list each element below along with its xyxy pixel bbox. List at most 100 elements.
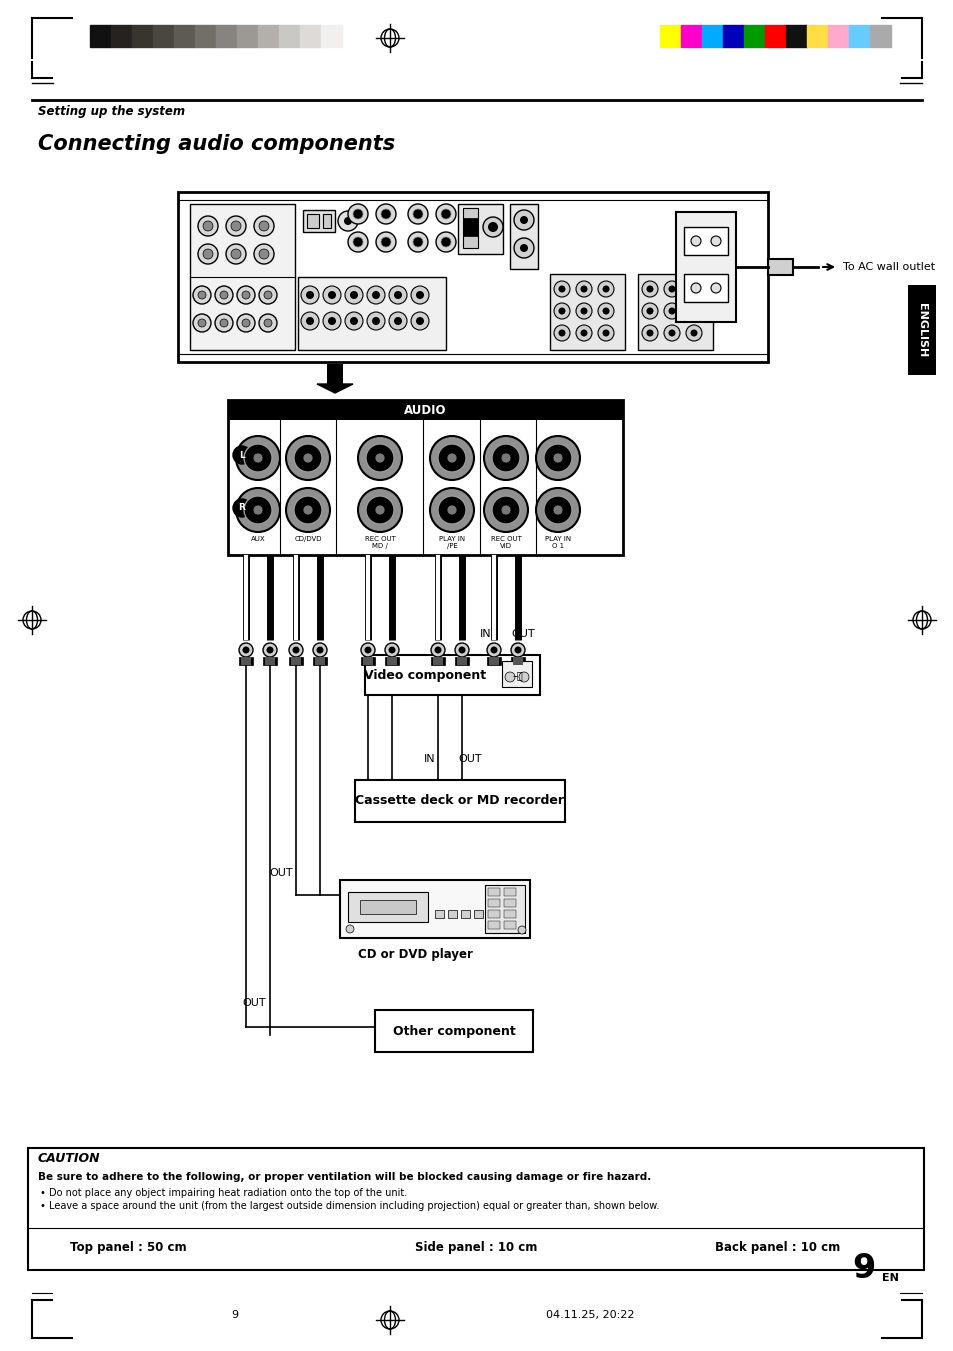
Circle shape: [258, 286, 276, 304]
Circle shape: [294, 444, 322, 471]
Circle shape: [492, 496, 519, 524]
Bar: [511, 657, 524, 665]
Circle shape: [220, 319, 228, 327]
Circle shape: [504, 671, 515, 682]
Circle shape: [233, 499, 251, 517]
Circle shape: [235, 488, 280, 532]
Bar: [764, 26, 785, 47]
Bar: [488, 921, 499, 929]
Circle shape: [646, 308, 653, 315]
Circle shape: [437, 496, 465, 524]
Bar: [513, 657, 522, 665]
Bar: [303, 209, 335, 232]
Circle shape: [306, 290, 314, 299]
Circle shape: [266, 647, 274, 654]
Circle shape: [328, 290, 335, 299]
Text: 04.11.25, 20:22: 04.11.25, 20:22: [545, 1310, 634, 1320]
Bar: [278, 26, 299, 47]
Circle shape: [416, 290, 423, 299]
Bar: [501, 661, 532, 688]
Circle shape: [344, 218, 352, 226]
Circle shape: [226, 216, 246, 236]
Bar: [462, 208, 477, 249]
Circle shape: [353, 209, 363, 219]
Circle shape: [286, 488, 330, 532]
Circle shape: [253, 216, 274, 236]
Circle shape: [263, 643, 276, 657]
Text: ENGLISH: ENGLISH: [916, 303, 926, 357]
Circle shape: [323, 312, 340, 330]
Bar: [503, 888, 516, 896]
Bar: [178, 192, 767, 362]
Text: AUDIO: AUDIO: [404, 404, 446, 416]
Circle shape: [413, 236, 422, 247]
Circle shape: [517, 925, 525, 934]
Text: PLAY IN
O 1: PLAY IN O 1: [544, 536, 571, 549]
Circle shape: [193, 286, 211, 304]
Circle shape: [345, 312, 363, 330]
Circle shape: [203, 222, 213, 231]
Circle shape: [348, 232, 368, 253]
Circle shape: [447, 505, 456, 515]
Bar: [228, 400, 622, 555]
Circle shape: [492, 444, 519, 471]
Bar: [848, 26, 869, 47]
Circle shape: [316, 647, 323, 654]
Bar: [28, 1148, 923, 1270]
Circle shape: [598, 326, 614, 340]
Bar: [132, 26, 152, 47]
Bar: [307, 213, 318, 228]
Bar: [297, 277, 446, 350]
Circle shape: [242, 290, 250, 299]
Circle shape: [375, 505, 385, 515]
Circle shape: [447, 453, 456, 463]
Circle shape: [690, 308, 697, 315]
Bar: [638, 274, 712, 350]
Bar: [683, 274, 727, 303]
Circle shape: [303, 453, 313, 463]
Bar: [683, 227, 727, 255]
Text: IN: IN: [479, 630, 492, 639]
Text: • Do not place any object impairing heat radiation onto the top of the unit.: • Do not place any object impairing heat…: [40, 1188, 407, 1198]
Bar: [314, 657, 325, 665]
Bar: [827, 26, 848, 47]
Circle shape: [394, 317, 401, 326]
Circle shape: [440, 209, 451, 219]
Text: • Leave a space around the unit (from the largest outside dimension including pr: • Leave a space around the unit (from th…: [40, 1201, 659, 1210]
Circle shape: [690, 282, 700, 293]
Bar: [474, 911, 482, 917]
Text: OUT: OUT: [242, 998, 266, 1008]
Circle shape: [663, 303, 679, 319]
Circle shape: [483, 436, 527, 480]
Circle shape: [536, 436, 579, 480]
Circle shape: [231, 249, 241, 259]
Circle shape: [430, 436, 474, 480]
Circle shape: [436, 232, 456, 253]
Circle shape: [239, 643, 253, 657]
Text: To AC wall outlet: To AC wall outlet: [842, 262, 934, 272]
Circle shape: [663, 281, 679, 297]
Text: R: R: [238, 504, 245, 512]
Bar: [456, 657, 467, 665]
Circle shape: [198, 245, 218, 263]
Bar: [313, 657, 327, 665]
Circle shape: [408, 232, 428, 253]
Bar: [90, 26, 111, 47]
Circle shape: [455, 643, 469, 657]
Circle shape: [264, 290, 272, 299]
Circle shape: [253, 505, 263, 515]
Circle shape: [411, 312, 429, 330]
Circle shape: [668, 330, 675, 336]
Circle shape: [242, 647, 250, 654]
Circle shape: [579, 330, 587, 336]
Circle shape: [411, 286, 429, 304]
Bar: [460, 911, 470, 917]
Bar: [289, 657, 303, 665]
Circle shape: [233, 446, 251, 463]
Bar: [239, 657, 253, 665]
Circle shape: [431, 643, 444, 657]
Circle shape: [554, 303, 569, 319]
Bar: [486, 657, 500, 665]
Bar: [387, 657, 396, 665]
Circle shape: [500, 505, 511, 515]
